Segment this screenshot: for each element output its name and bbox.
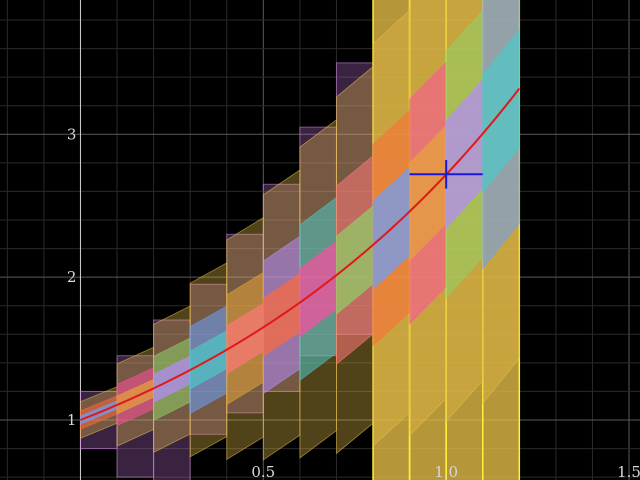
x-tick-label: 1.5 <box>617 463 640 480</box>
x-tick-label: 0.5 <box>251 463 275 480</box>
y-tick-label: 2 <box>67 268 77 286</box>
x-tick-label: 1.0 <box>434 463 458 480</box>
y-tick-label: 1 <box>67 411 77 429</box>
marker-point <box>409 160 483 189</box>
tick-labels: 0.5 1.0 1.5 1 2 3 <box>67 125 640 480</box>
y-tick-label: 3 <box>67 125 77 143</box>
